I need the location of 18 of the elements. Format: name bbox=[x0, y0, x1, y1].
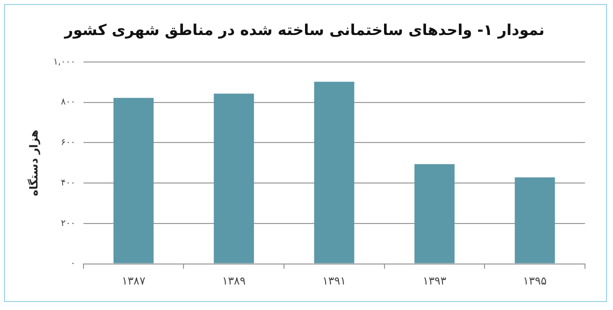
y-tick-label: ۸۰۰ bbox=[60, 98, 76, 108]
x-tick-label: ۱۳۸۷ bbox=[122, 274, 146, 288]
bar bbox=[113, 98, 154, 264]
bar bbox=[414, 164, 455, 264]
x-tick-label: ۱۳۹۵ bbox=[523, 274, 547, 288]
chart-title: نمودار ۱- واحدهای ساختمانی ساخته شده در مناطق شهری کشور bbox=[64, 20, 544, 39]
y-axis-title: هزار دستگاه bbox=[27, 130, 40, 196]
bar bbox=[314, 82, 354, 264]
y-tick-label: ۱,۰۰۰ bbox=[53, 57, 76, 68]
x-tick-label: ۱۳۹۱ bbox=[322, 274, 346, 288]
bar bbox=[214, 94, 254, 264]
y-tick-label: ۶۰۰ bbox=[60, 138, 76, 148]
x-tick-label: ۱۳۸۹ bbox=[222, 274, 246, 288]
y-tick-label: ۰ bbox=[70, 259, 76, 270]
x-tick-label: ۱۳۹۳ bbox=[422, 274, 446, 288]
y-tick-label: ۲۰۰ bbox=[60, 218, 76, 229]
y-tick-label: ۴۰۰ bbox=[60, 178, 76, 188]
bar bbox=[514, 177, 555, 264]
